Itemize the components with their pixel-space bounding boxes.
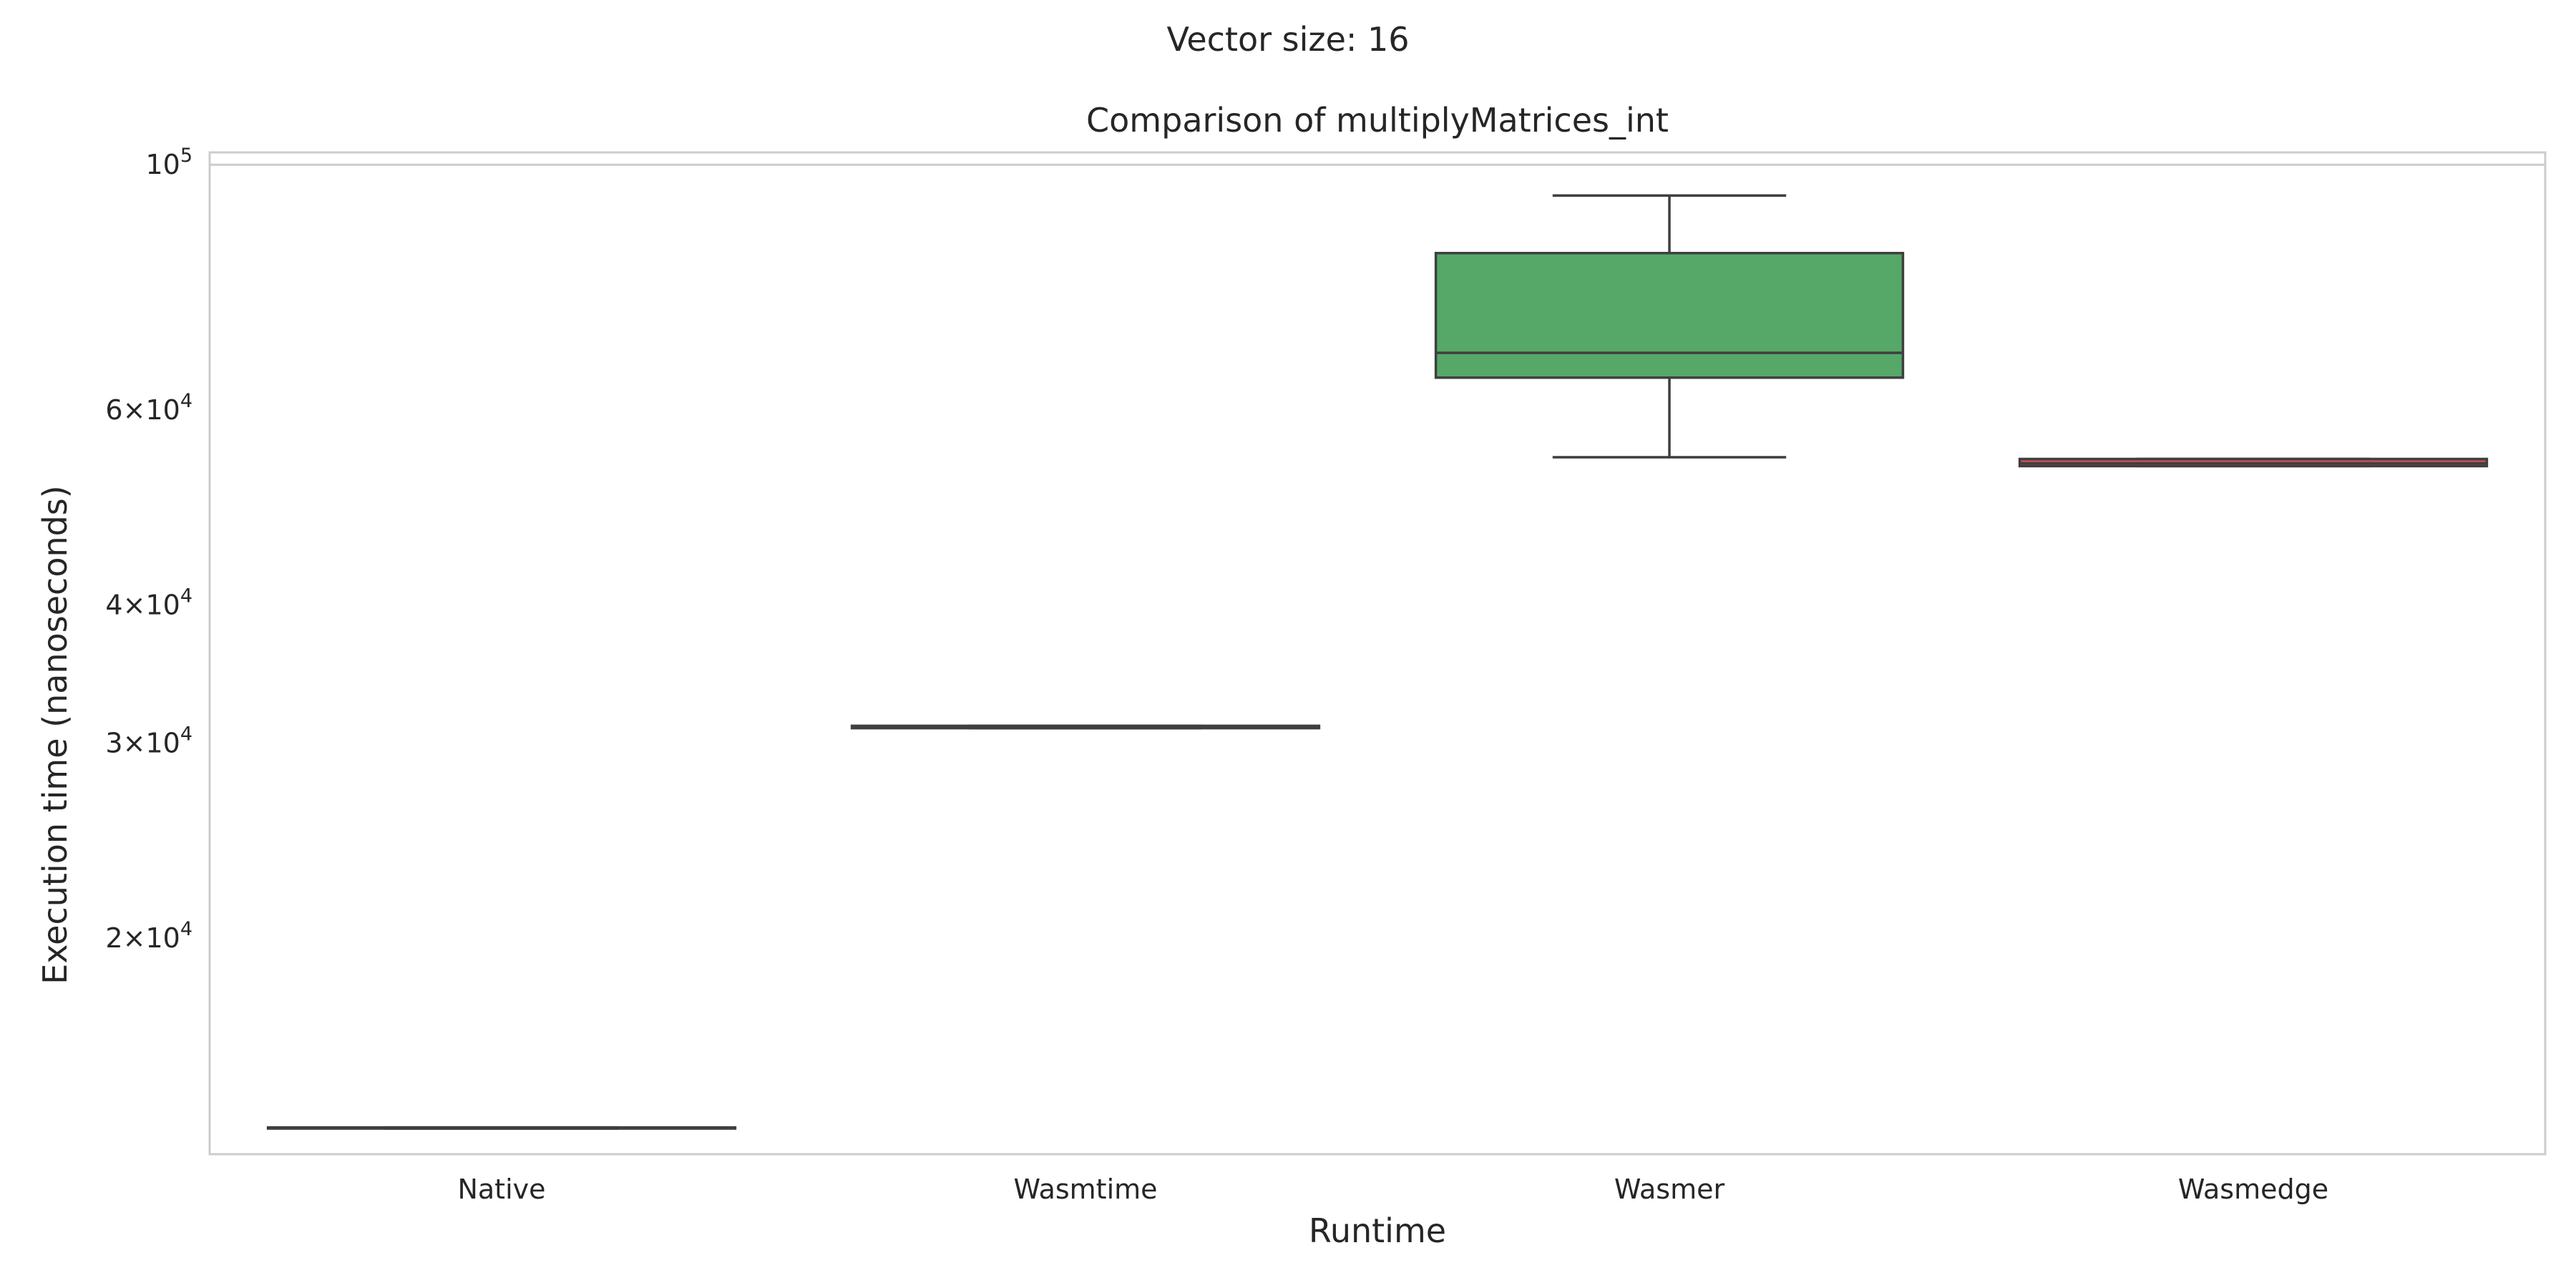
box-wasmer xyxy=(1434,194,1905,459)
y-tick-exponent: 4 xyxy=(180,585,192,607)
iqr-box xyxy=(1434,251,1905,379)
box-wasmtime xyxy=(850,724,1321,730)
y-tick-times: × xyxy=(123,589,146,620)
box-native xyxy=(266,1126,737,1130)
y-tick-mantissa: 3 xyxy=(105,728,122,759)
y-axis-label: Execution time (nanoseconds) xyxy=(36,485,74,984)
y-tick-exponent: 4 xyxy=(180,918,192,940)
y-tick-label: 3×104 xyxy=(105,723,192,759)
y-tick-exponent: 4 xyxy=(180,723,192,746)
y-tick-times: × xyxy=(123,728,146,759)
y-tick-label: 6×104 xyxy=(105,390,192,426)
y-tick-mantissa: 4 xyxy=(105,589,122,620)
x-tick-label-native: Native xyxy=(457,1174,545,1205)
y-tick-mantissa: 2 xyxy=(105,922,122,954)
y-tick-times: × xyxy=(123,922,146,954)
y-tick-label: 4×104 xyxy=(105,585,192,620)
plot-area-frame xyxy=(208,151,2547,1156)
y-tick-label: 2×104 xyxy=(105,918,192,954)
y-tick-base: 10 xyxy=(145,728,180,759)
x-axis-ticks: Native Wasmtime Wasmer Wasmedge xyxy=(457,1174,2328,1205)
y-tick-exponent: 5 xyxy=(180,145,192,167)
y-tick-label: 105 xyxy=(145,145,192,180)
x-tick-label-wasmer: Wasmer xyxy=(1614,1174,1725,1205)
x-tick-label-wasmtime: Wasmtime xyxy=(1013,1174,1157,1205)
x-axis-label: Runtime xyxy=(1309,1211,1446,1250)
box-plots xyxy=(266,194,2489,1130)
figure-suptitle: Vector size: 16 xyxy=(1166,20,1409,59)
chart-title: Comparison of multiplyMatrices_int xyxy=(1086,101,1669,140)
box-wasmedge xyxy=(2018,457,2489,468)
y-tick-mantissa: 6 xyxy=(105,394,122,426)
x-tick-label-wasmedge: Wasmedge xyxy=(2178,1174,2328,1205)
y-tick-base: 10 xyxy=(145,149,180,180)
y-tick-times: × xyxy=(123,394,146,426)
y-tick-base: 10 xyxy=(145,394,180,426)
y-tick-base: 10 xyxy=(145,589,180,620)
y-tick-exponent: 4 xyxy=(180,390,192,412)
y-tick-base: 10 xyxy=(145,922,180,954)
